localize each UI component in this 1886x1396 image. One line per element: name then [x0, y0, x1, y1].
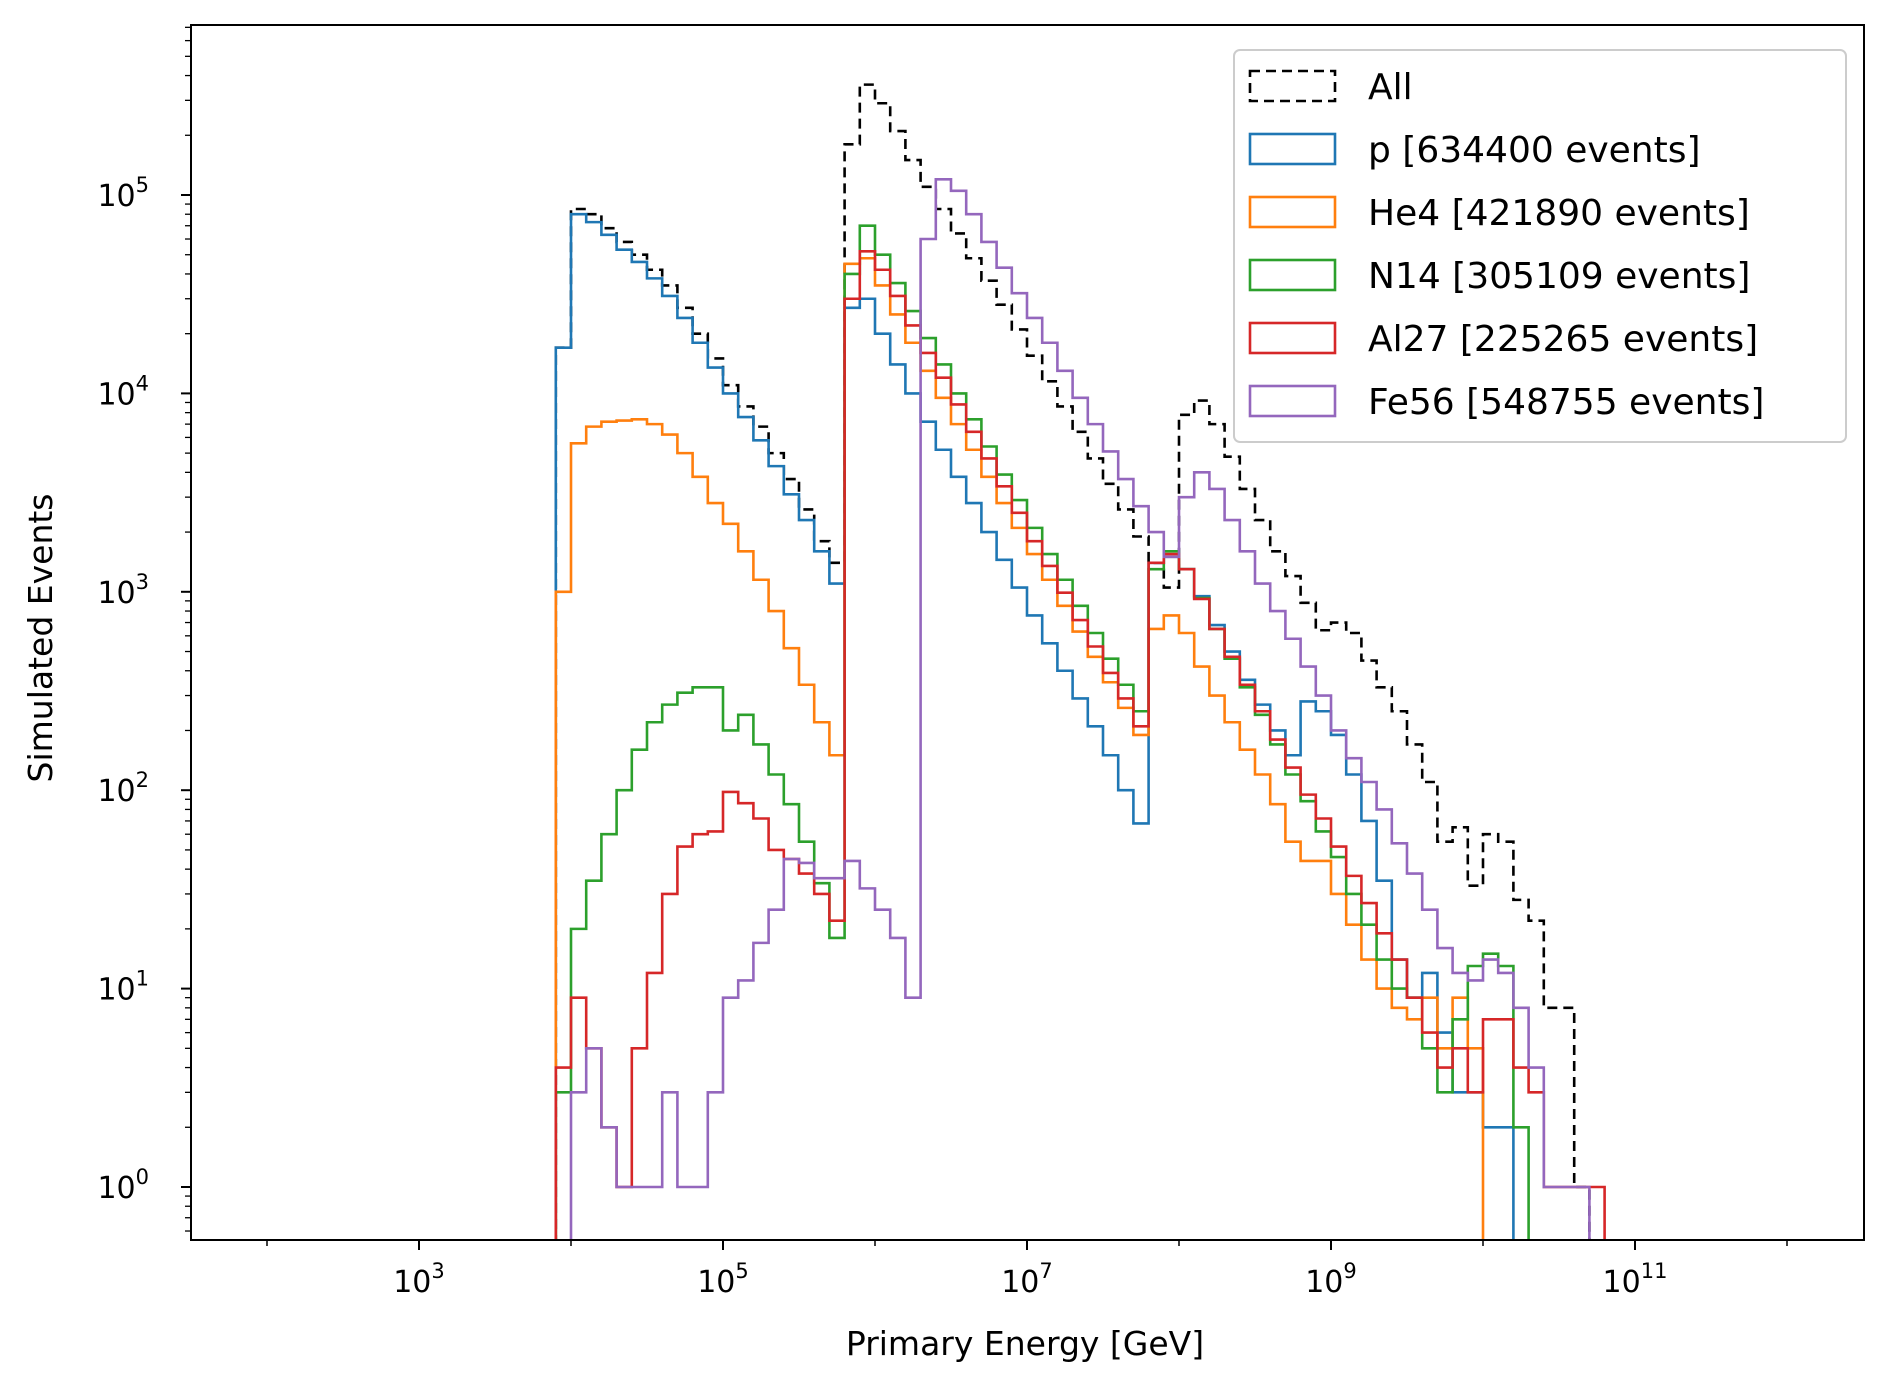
legend-swatch-2	[1248, 195, 1337, 229]
y-tick-label-3: 103	[97, 570, 149, 611]
legend-swatch-4	[1248, 321, 1337, 355]
legend-swatch-0	[1248, 69, 1337, 103]
y-tick-label-0: 100	[97, 1165, 149, 1206]
axes: 103 105 107 109 1011 100 101 102 103 104 105	[97, 24, 1865, 1300]
series-line-4	[554, 250, 1606, 1240]
y-tick-label-1: 101	[97, 967, 149, 1008]
legend-label-0: All	[1368, 67, 1413, 108]
x-tick-label-2: 107	[1001, 1259, 1053, 1300]
y-tick-label-5: 105	[97, 173, 149, 214]
y-tick-label-2: 102	[97, 768, 149, 809]
legend-box	[1233, 49, 1847, 443]
x-tick-label-4: 1011	[1603, 1259, 1668, 1300]
legend-label-3: N14 [305109 events]	[1368, 256, 1750, 297]
legend-swatch-3	[1248, 258, 1337, 292]
series-line-2	[554, 256, 1485, 1240]
legend-label-4: Al27 [225265 events]	[1368, 319, 1758, 360]
series-line-5	[569, 177, 1591, 1240]
legend-label-5: Fe56 [548755 events]	[1368, 382, 1764, 423]
x-axis-label: Primary Energy [GeV]	[846, 1324, 1204, 1363]
y-axis-label: Simulated Events	[21, 494, 60, 783]
legend-label-2: He4 [421890 events]	[1368, 193, 1750, 234]
y-tick-label-4: 104	[97, 371, 149, 412]
x-tick-label-0: 103	[393, 1259, 445, 1300]
legend-swatch-5	[1248, 384, 1337, 418]
legend: All p [634400 events] He4 [421890 events] N…	[1233, 49, 1847, 443]
x-tick-label-1: 105	[697, 1259, 749, 1300]
x-tick-label-3: 109	[1305, 1259, 1357, 1300]
legend-swatch-1	[1248, 132, 1337, 166]
legend-label-1: p [634400 events]	[1368, 130, 1701, 171]
plot-area	[554, 83, 1606, 1240]
series-line-0	[554, 83, 1591, 1240]
